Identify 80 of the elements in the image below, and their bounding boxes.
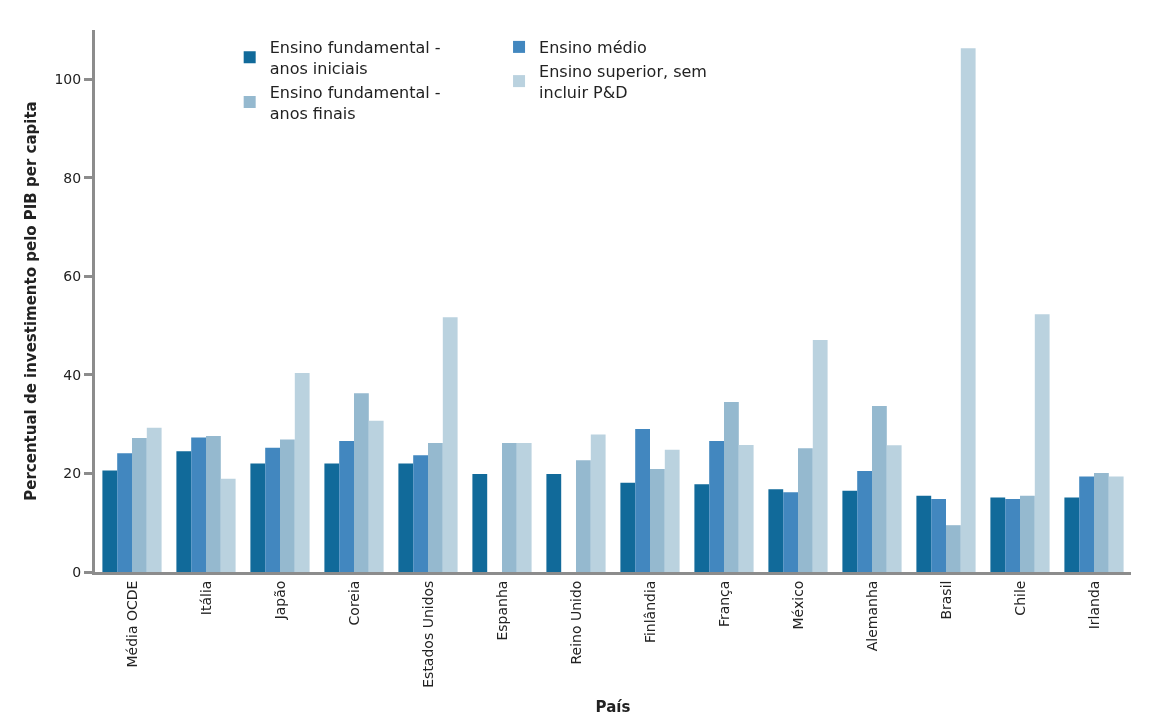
bar	[1094, 472, 1109, 572]
x-tick-label: Itália	[197, 580, 214, 616]
y-tick-label: 60	[63, 268, 82, 285]
bar	[946, 525, 961, 572]
bar	[709, 440, 724, 572]
bar	[1064, 497, 1080, 572]
bar	[176, 451, 192, 572]
bar	[576, 460, 591, 572]
bar	[428, 442, 443, 572]
bar	[724, 402, 739, 572]
legend-label: Ensino fundamental - anos iniciais	[269, 38, 441, 78]
bar	[117, 453, 132, 572]
x-tick-label: Espanha	[493, 580, 510, 641]
x-tick-label: Coreia	[345, 580, 362, 626]
x-axis-title: País	[595, 697, 631, 716]
legend-label: Ensino superior, sem incluir P&D	[539, 61, 707, 102]
y-tick-label: 40	[63, 366, 82, 383]
bar	[1079, 476, 1094, 572]
x-tick-label: Chile	[1011, 580, 1028, 616]
x-tick-label: México	[789, 580, 806, 630]
bar	[960, 48, 976, 572]
bar	[354, 393, 369, 572]
bar	[872, 405, 887, 572]
bar	[146, 427, 162, 572]
x-tick-label: Estados Unidos	[419, 580, 436, 688]
bar	[1020, 495, 1035, 572]
legend-label: Ensino fundamental - anos finais	[269, 82, 441, 123]
bar	[664, 449, 680, 572]
bar	[398, 463, 414, 572]
bar	[250, 463, 266, 572]
x-tick-label: Irlanda	[1085, 580, 1102, 630]
bar	[339, 440, 354, 572]
bar	[842, 490, 858, 572]
x-tick-label: Finlândia	[641, 580, 658, 644]
bar	[191, 437, 206, 572]
bar	[413, 455, 428, 572]
bar	[620, 482, 636, 572]
bar	[590, 434, 606, 572]
bar	[220, 478, 236, 572]
bar	[783, 492, 798, 572]
bar	[1005, 499, 1020, 572]
bar	[442, 317, 458, 572]
bar	[132, 437, 147, 572]
bar	[546, 473, 562, 572]
bar	[324, 463, 340, 572]
bar	[635, 429, 650, 572]
bar	[768, 489, 784, 572]
bar	[916, 495, 932, 572]
y-tick-label: 20	[63, 465, 82, 482]
bar	[694, 484, 710, 572]
bar	[1108, 476, 1124, 572]
bar	[798, 448, 813, 572]
x-tick-label: Japão	[271, 580, 288, 621]
bar	[280, 439, 295, 572]
bar	[294, 372, 310, 572]
bar	[502, 442, 517, 572]
x-tick-label: Brasil	[937, 580, 954, 620]
x-tick-label: Reino Unido	[567, 580, 584, 665]
bar	[650, 469, 665, 572]
bar	[738, 444, 754, 572]
y-tick-label: 0	[72, 563, 82, 580]
x-tick-label: Alemanha	[863, 580, 880, 652]
bar	[472, 473, 488, 572]
legend-label: Ensino médio	[539, 38, 647, 58]
x-tick-label: França	[715, 580, 732, 628]
bar	[886, 445, 902, 572]
x-tick-label: Média OCDE	[123, 580, 140, 668]
bar	[368, 420, 384, 572]
bar	[857, 470, 872, 572]
bar	[102, 470, 118, 572]
bar	[812, 339, 828, 572]
bar	[1034, 314, 1050, 572]
bar	[206, 436, 221, 572]
y-tick-label: 100	[54, 71, 82, 88]
y-axis-title: Percentual de investimento pelo PIB per capita	[21, 101, 40, 501]
y-tick-label: 80	[63, 169, 82, 186]
bar	[931, 499, 946, 572]
bar	[516, 442, 532, 572]
bar	[990, 497, 1006, 572]
bar	[265, 447, 280, 572]
